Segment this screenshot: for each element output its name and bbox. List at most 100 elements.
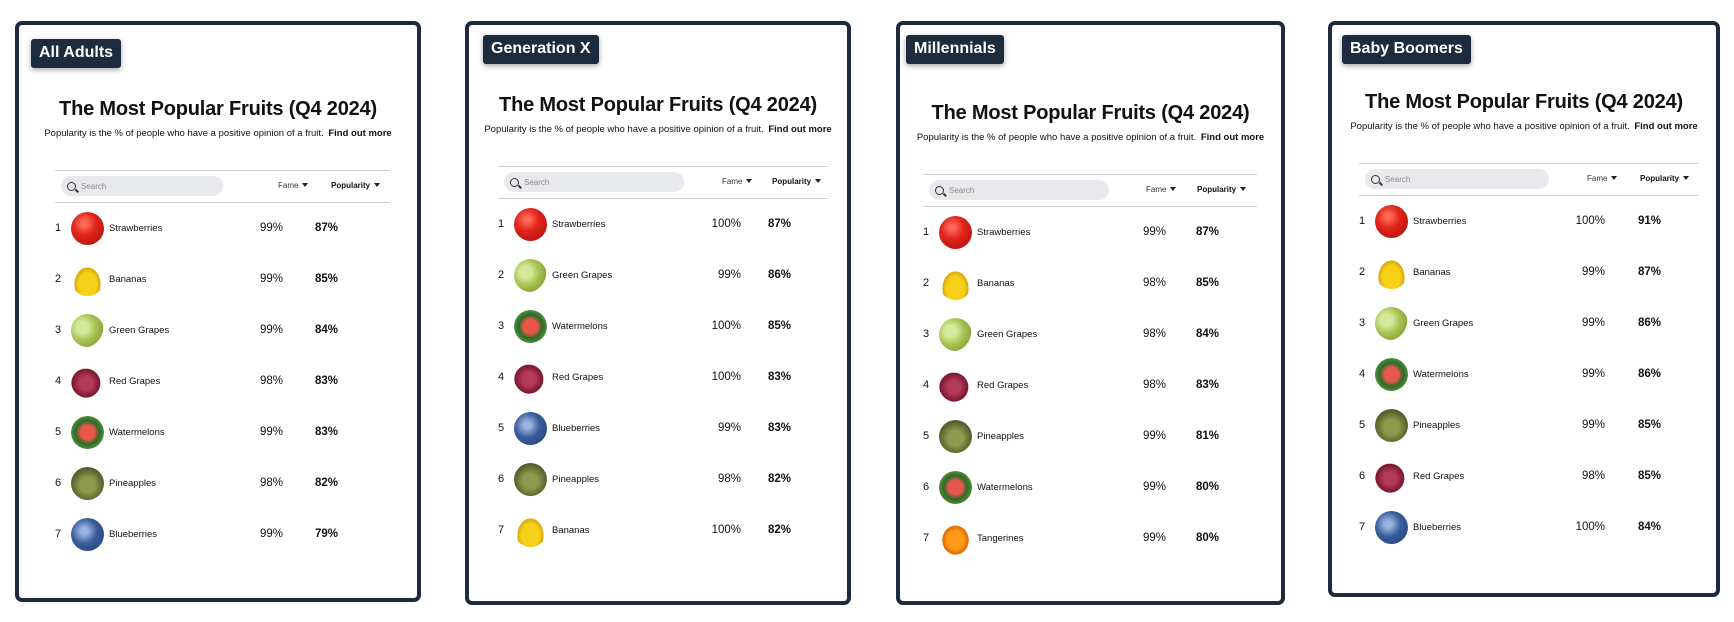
popularity-value: 87%: [1195, 226, 1219, 238]
fame-value: 99%: [259, 528, 283, 540]
popularity-value: 85%: [1637, 419, 1661, 431]
table-row[interactable]: 2 Green Grapes 99% 86%: [498, 250, 828, 301]
fruit-name: Red Grapes: [109, 376, 161, 387]
rank-number: 3: [498, 320, 505, 332]
table-row[interactable]: 5 Blueberries 99% 83%: [498, 403, 828, 454]
table-row[interactable]: 7 Tangerines 99% 80%: [923, 513, 1257, 564]
table-body: 1 Strawberries 99% 87% 2 Bananas 98% 85% 3 Green …: [923, 207, 1257, 564]
table-row[interactable]: 4 Watermelons 99% 86%: [1359, 349, 1699, 400]
fruit-name: Bananas: [552, 525, 590, 536]
popularity-value: 87%: [1637, 266, 1661, 278]
table-row[interactable]: 6 Red Grapes 98% 85%: [1359, 451, 1699, 502]
table-row[interactable]: 2 Bananas 99% 87%: [1359, 247, 1699, 298]
table-row[interactable]: 3 Green Grapes 99% 84%: [55, 305, 390, 356]
fruit-name: Watermelons: [109, 427, 165, 438]
strawberries-icon: [1375, 205, 1408, 238]
fame-value: 98%: [259, 477, 283, 489]
table-row[interactable]: 5 Pineapples 99% 81%: [923, 411, 1257, 462]
fame-value: 98%: [1581, 470, 1605, 482]
page-subtitle: Popularity is the % of people who have a…: [1332, 121, 1716, 132]
popularity-value: 83%: [767, 422, 791, 434]
table-row[interactable]: 7 Bananas 100% 82%: [498, 505, 828, 556]
table-row[interactable]: 3 Watermelons 100% 85%: [498, 301, 828, 352]
column-header-popularity[interactable]: Popularity: [772, 177, 822, 186]
column-header-popularity[interactable]: Popularity: [1197, 185, 1247, 194]
table-row[interactable]: 1 Strawberries 99% 87%: [55, 203, 390, 254]
table-row[interactable]: 3 Green Grapes 98% 84%: [923, 309, 1257, 360]
sort-caret-icon: [374, 183, 381, 187]
red-grapes-icon: [1375, 460, 1408, 493]
table-row[interactable]: 6 Pineapples 98% 82%: [498, 454, 828, 505]
column-header-popularity[interactable]: Popularity: [331, 181, 381, 190]
table-row[interactable]: 1 Strawberries 99% 87%: [923, 207, 1257, 258]
fruit-name: Green Grapes: [1413, 318, 1474, 329]
rank-number: 7: [923, 532, 930, 544]
rank-number: 1: [923, 226, 930, 238]
pineapples-icon: [514, 463, 547, 496]
fruit-name: Bananas: [1413, 267, 1451, 278]
find-out-more-link[interactable]: Find out more: [1200, 132, 1265, 143]
column-header-fame[interactable]: Fame: [722, 177, 753, 186]
find-out-more-link[interactable]: Find out more: [328, 128, 392, 139]
popularity-value: 83%: [314, 375, 338, 387]
segment-badge: Generation X: [483, 35, 599, 64]
table-row[interactable]: 2 Bananas 99% 85%: [55, 254, 390, 305]
table-row[interactable]: 1 Strawberries 100% 87%: [498, 199, 828, 250]
page-subtitle: Popularity is the % of people who have a…: [19, 128, 417, 139]
rank-number: 3: [55, 324, 62, 336]
rank-number: 5: [1359, 419, 1366, 431]
subtitle-text: Popularity is the % of people who have a…: [44, 128, 324, 139]
subtitle-text: Popularity is the % of people who have a…: [1350, 121, 1630, 132]
green-grapes-icon: [514, 259, 547, 292]
search-icon: [935, 185, 944, 195]
column-header-fame[interactable]: Fame: [278, 181, 309, 190]
segment-badge: All Adults: [31, 39, 122, 68]
table-row[interactable]: 4 Red Grapes 98% 83%: [923, 360, 1257, 411]
find-out-more-link[interactable]: Find out more: [768, 124, 832, 135]
fruit-name: Tangerines: [977, 533, 1024, 544]
popularity-value: 86%: [767, 269, 791, 281]
popularity-value: 85%: [1195, 277, 1219, 289]
table-row[interactable]: 2 Bananas 98% 85%: [923, 258, 1257, 309]
blueberries-icon: [71, 518, 104, 551]
fame-value: 99%: [259, 273, 283, 285]
search-input[interactable]: Search: [504, 172, 684, 192]
fruit-name: Strawberries: [109, 223, 163, 234]
ranking-table: Search Fame Popularity 1 Strawberries 100%…: [1359, 163, 1699, 553]
rank-number: 6: [1359, 470, 1366, 482]
search-input[interactable]: Search: [929, 180, 1109, 200]
table-row[interactable]: 6 Pineapples 98% 82%: [55, 458, 390, 509]
sort-caret-icon: [746, 179, 753, 183]
column-header-popularity[interactable]: Popularity: [1640, 174, 1690, 183]
rank-number: 6: [55, 477, 62, 489]
strawberries-icon: [71, 212, 104, 245]
fame-value: 98%: [259, 375, 283, 387]
table-row[interactable]: 7 Blueberries 99% 79%: [55, 509, 390, 560]
bananas-icon: [514, 514, 547, 547]
popularity-value: 86%: [1637, 317, 1661, 329]
popularity-label: Popularity: [1197, 185, 1237, 194]
watermelons-icon: [939, 471, 972, 504]
table-row[interactable]: 3 Green Grapes 99% 86%: [1359, 298, 1699, 349]
search-icon: [67, 181, 76, 191]
column-header-fame[interactable]: Fame: [1146, 185, 1177, 194]
popularity-label: Popularity: [1640, 174, 1680, 183]
table-row[interactable]: 5 Pineapples 99% 85%: [1359, 400, 1699, 451]
search-input[interactable]: Search: [61, 176, 223, 196]
table-row[interactable]: 4 Red Grapes 98% 83%: [55, 356, 390, 407]
table-row[interactable]: 7 Blueberries 100% 84%: [1359, 502, 1699, 553]
popularity-value: 82%: [767, 524, 791, 536]
column-header-fame[interactable]: Fame: [1587, 174, 1618, 183]
find-out-more-link[interactable]: Find out more: [1634, 121, 1698, 132]
search-input[interactable]: Search: [1365, 169, 1549, 189]
search-placeholder: Search: [81, 181, 107, 191]
table-row[interactable]: 5 Watermelons 99% 83%: [55, 407, 390, 458]
table-row[interactable]: 6 Watermelons 99% 80%: [923, 462, 1257, 513]
popularity-value: 85%: [767, 320, 791, 332]
table-row[interactable]: 4 Red Grapes 100% 83%: [498, 352, 828, 403]
rank-number: 1: [498, 218, 505, 230]
rank-number: 7: [55, 528, 62, 540]
popularity-value: 87%: [314, 222, 338, 234]
table-row[interactable]: 1 Strawberries 100% 91%: [1359, 196, 1699, 247]
popularity-label: Popularity: [772, 177, 812, 186]
